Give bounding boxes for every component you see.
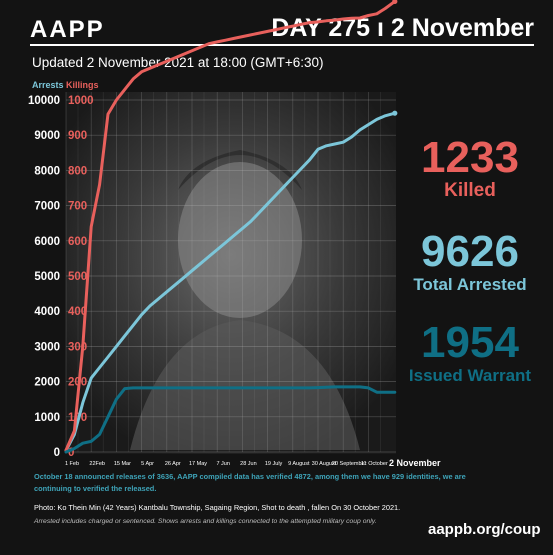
y-left-tick-label: 5000	[34, 271, 60, 283]
y-left-tick-label: 10000	[28, 95, 60, 107]
brand-logo: AAPP	[30, 16, 105, 43]
photo-credit: Photo: Ko Thein Min (42 Years) Kantbalu …	[34, 503, 401, 512]
website-link[interactable]: aappb.org/coup	[428, 521, 541, 538]
updated-timestamp: Updated 2 November 2021 at 18:00 (GMT+6:…	[32, 55, 324, 70]
x-tick-label: 11 October	[361, 461, 388, 467]
y-right-tick-label: 400	[68, 306, 87, 318]
warrant-count: 1954	[421, 318, 519, 367]
x-tick-label: 17 May	[189, 461, 207, 467]
y-right-axis-label: Killings	[66, 80, 99, 90]
y-left-tick-label: 3000	[34, 341, 60, 353]
y-right-tick-label: 1000	[68, 95, 94, 107]
day-title: DAY 275 ı 2 November	[271, 14, 534, 42]
x-tick-label: 7 Jun	[216, 461, 229, 467]
release-note: October 18 announced releases of 3636, A…	[34, 472, 466, 493]
x-tick-label: 30 August	[312, 461, 337, 467]
y-left-tick-label: 0	[54, 447, 60, 459]
y-right-tick-label: 700	[68, 201, 87, 213]
y-left-tick-label: 1000	[34, 412, 60, 424]
y-right-tick-label: 500	[68, 271, 87, 283]
series-line-arrests	[64, 111, 397, 453]
y-right-tick-label: 200	[68, 377, 87, 389]
y-left-tick-label: 7000	[34, 201, 60, 213]
series-endpoint-killings	[392, 0, 398, 5]
header-divider	[30, 44, 534, 46]
y-left-tick-label: 4000	[34, 306, 60, 318]
y-right-tick-label: 0	[68, 447, 74, 459]
footnote: Arrested includes charged or sentenced. …	[34, 518, 377, 525]
series-line-issued-warrant	[64, 385, 397, 454]
killed-label: Killed	[444, 180, 496, 201]
series-endpoint-arrests	[392, 110, 398, 116]
x-tick-label: 5 Apr	[141, 461, 154, 467]
y-left-tick-label: 8000	[34, 165, 60, 177]
y-right-tick-label: 600	[68, 236, 87, 248]
arrested-count: 9626	[421, 227, 519, 276]
warrant-stat: 1954 Issued Warrant	[398, 321, 542, 387]
x-tick-label: 19 July	[265, 461, 283, 467]
x-tick-label: 28 Jun	[240, 461, 257, 467]
x-tick-label: 15 Mar	[114, 461, 131, 467]
x-tick-label: 1 Feb	[65, 461, 79, 467]
x-tick-label: 20 September	[332, 461, 367, 467]
y-right-tick-label: 800	[68, 165, 87, 177]
killed-count: 1233	[421, 133, 519, 182]
x-tick-label: 22Feb	[89, 461, 105, 467]
arrested-label: Total Arrested	[413, 275, 527, 294]
x-tick-label: 9 August	[288, 461, 310, 467]
y-left-tick-label: 9000	[34, 130, 60, 142]
x-tick-label: 26 Apr	[165, 461, 181, 467]
warrant-label: Issued Warrant	[408, 366, 532, 385]
x-end-label: 2 November	[389, 458, 441, 468]
killed-stat: 1233 Killed	[398, 136, 542, 202]
y-right-tick-label: 900	[68, 130, 87, 142]
y-left-tick-label: 6000	[34, 236, 60, 248]
arrested-stat: 9626 Total Arrested	[398, 230, 542, 296]
y-left-axis-label: Arrests	[32, 80, 64, 90]
y-left-tick-label: 2000	[34, 377, 60, 389]
series-line-killings	[64, 0, 397, 452]
